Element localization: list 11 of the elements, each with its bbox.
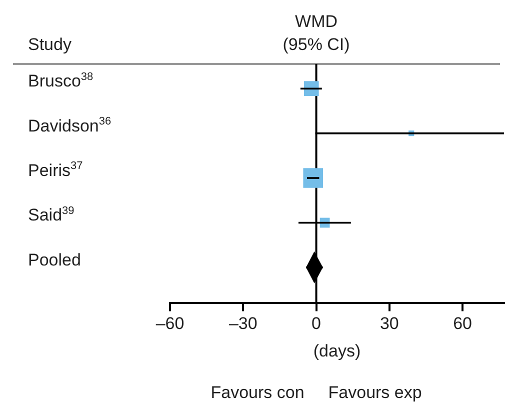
x-tick-label: –30	[228, 314, 258, 334]
chart-title: WMD (95% CI)	[282, 12, 350, 54]
x-tick-label: –60	[156, 314, 184, 334]
text: Favours exp	[328, 383, 422, 402]
x-axis-title: (days)	[313, 341, 361, 360]
x-tick-label: 60	[453, 314, 472, 334]
y-tick-label: Pooled	[28, 250, 81, 270]
y-axis-title: Study	[28, 35, 72, 54]
text: Favours con	[210, 383, 304, 402]
x-tick-label: 0	[312, 314, 322, 334]
x-tick-label: 30	[380, 314, 399, 334]
